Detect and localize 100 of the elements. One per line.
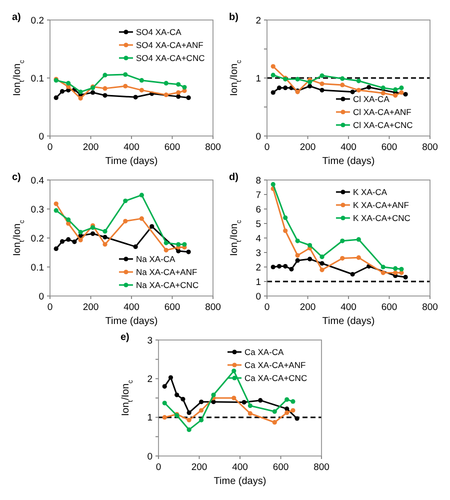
point <box>284 410 290 415</box>
x-axis-title: Time (days) <box>105 316 158 327</box>
x-tick-label: 800 <box>422 302 438 313</box>
point <box>295 76 300 82</box>
point <box>320 88 324 92</box>
point <box>133 94 138 100</box>
point <box>289 266 294 272</box>
point <box>340 238 345 244</box>
legend-label: Na XA-CA <box>136 254 176 264</box>
x-axis-title: Time (days) <box>105 156 158 167</box>
point <box>270 64 276 69</box>
point <box>380 270 386 276</box>
y-tick-label: 0 <box>38 291 44 302</box>
point <box>393 93 398 98</box>
point <box>66 80 71 86</box>
x-tick-label: 0 <box>47 142 53 153</box>
legend-label: SO4 XA-CA+CNC <box>136 52 205 63</box>
point <box>78 96 83 101</box>
point <box>276 264 282 269</box>
x-axis-title: Time (days) <box>322 316 375 327</box>
point <box>162 400 167 406</box>
point <box>270 90 276 95</box>
x-axis-title: Time (days) <box>214 476 266 487</box>
y-tick-label: 5 <box>256 218 261 230</box>
legend-label: K XA-CA+CNC <box>353 212 410 223</box>
y-tick-label: 0 <box>256 291 261 302</box>
point <box>123 72 128 77</box>
point <box>123 84 128 88</box>
point <box>340 76 345 81</box>
point <box>164 92 168 98</box>
point <box>123 198 128 204</box>
point <box>295 238 300 244</box>
point <box>168 375 174 380</box>
point <box>284 406 290 412</box>
legend-label: SO4 XA-CA+ANF <box>136 40 204 50</box>
point <box>403 92 408 97</box>
chart-title: d) <box>229 172 238 183</box>
point <box>380 264 386 270</box>
point <box>283 86 288 90</box>
point <box>320 82 324 86</box>
point <box>123 218 128 224</box>
point <box>248 403 252 408</box>
point <box>283 264 288 269</box>
x-tick-label: 400 <box>124 142 140 153</box>
point <box>78 230 83 234</box>
point <box>102 72 108 78</box>
point <box>340 82 345 88</box>
x-tick-label: 0 <box>264 142 270 153</box>
point <box>380 86 386 90</box>
point <box>139 78 144 83</box>
x-axis-title: Time (days) <box>322 156 375 167</box>
point <box>162 384 167 389</box>
y-tick-label: 4 <box>256 233 261 244</box>
x-tick-label: 800 <box>205 302 221 313</box>
chart-title: c) <box>12 172 21 183</box>
point <box>78 90 83 94</box>
x-tick-label: 400 <box>124 302 140 313</box>
point <box>182 242 187 247</box>
point <box>295 258 300 263</box>
point <box>198 418 204 422</box>
point <box>72 239 77 244</box>
legend-label: Cl XA-CA+CNC <box>353 120 413 130</box>
point <box>340 256 345 261</box>
x-tick-label: 400 <box>340 302 356 313</box>
point <box>276 86 282 90</box>
point <box>174 392 180 398</box>
chart-title: b) <box>229 12 238 23</box>
point <box>356 78 361 84</box>
point <box>139 216 144 221</box>
point <box>176 94 181 99</box>
point <box>60 239 65 244</box>
legend-label: Ca XA-CA+ANF <box>244 360 306 370</box>
legend-label: K XA-CA <box>353 186 388 197</box>
point <box>164 80 168 86</box>
point <box>393 266 398 271</box>
point <box>366 84 372 90</box>
y-tick-label: 3 <box>256 248 261 259</box>
point <box>133 244 138 249</box>
point <box>290 399 296 404</box>
point <box>350 272 355 277</box>
point <box>320 268 324 272</box>
point <box>272 409 277 414</box>
point <box>272 420 277 425</box>
x-tick-label: 200 <box>82 302 99 313</box>
x-tick-label: 800 <box>205 142 221 153</box>
point <box>270 72 276 78</box>
point <box>211 392 216 398</box>
point <box>393 270 398 276</box>
x-tick-label: 600 <box>381 302 398 313</box>
point <box>307 242 312 248</box>
legend-label: Na XA-CA+CNC <box>136 280 199 290</box>
y-tick-label: 1 <box>256 73 261 84</box>
legend-label: Ca XA-CA+CNC <box>244 372 308 383</box>
point <box>176 90 181 95</box>
y-tick-label: 8 <box>256 175 261 186</box>
point <box>198 408 204 413</box>
point <box>54 208 58 213</box>
point <box>186 250 191 254</box>
point <box>164 240 168 246</box>
y-tick-label: 6 <box>256 204 261 216</box>
